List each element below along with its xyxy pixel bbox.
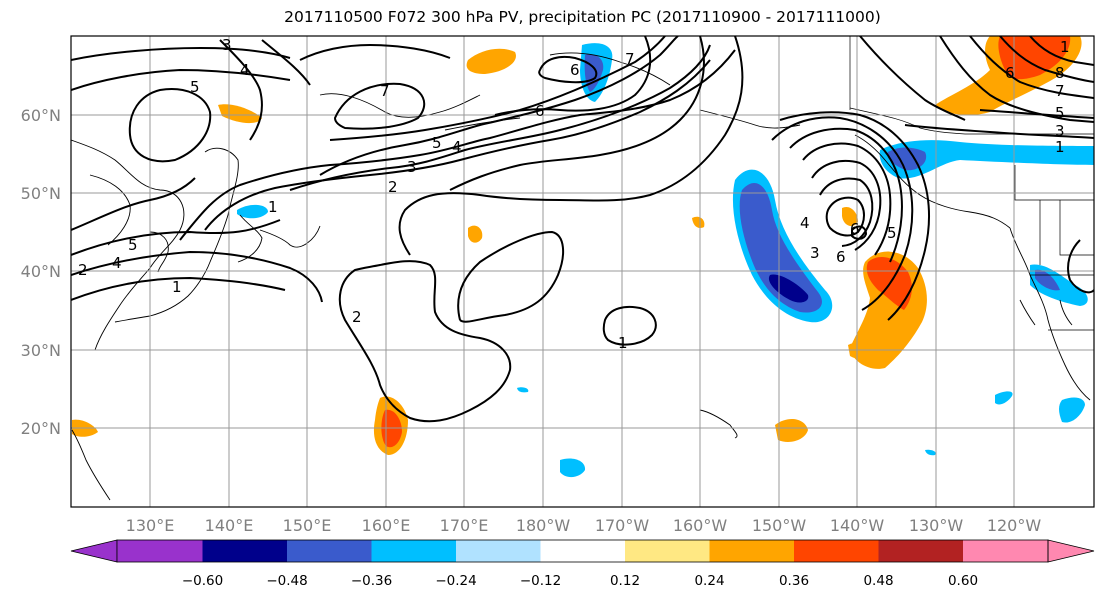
lon-label: 160°W [673, 516, 728, 535]
contour-label: 6 [850, 220, 860, 238]
lon-label: 180°W [516, 516, 571, 535]
colorbar-tick-label: 0.12 [610, 573, 640, 589]
longitude-labels: 130°E 140°E 150°E 160°E 170°E 180°W 170°… [126, 516, 1042, 535]
colorbar-segment [963, 540, 1048, 562]
colorbar-segment [202, 540, 287, 562]
contour-label: 1 [618, 334, 628, 352]
contour-label: 2 [388, 178, 398, 196]
colorbar-segment [371, 540, 456, 562]
country-borders [849, 36, 1094, 331]
colorbar-segment [117, 540, 203, 562]
lon-label: 140°E [205, 516, 254, 535]
precipitation-shading [72, 36, 1094, 478]
lat-label: 30°N [21, 341, 61, 360]
contour-label: 2 [78, 261, 88, 279]
contour-label: 3 [222, 36, 232, 54]
lon-label: 140°W [830, 516, 885, 535]
colorbar-tick-label: −0.24 [435, 573, 476, 589]
contour-label: 3 [1055, 122, 1065, 140]
colorbar-tick-label: −0.12 [520, 573, 561, 589]
contour-label: 5 [887, 224, 897, 242]
lon-label: 170°E [440, 516, 489, 535]
colorbar-tick-label: 0.24 [694, 573, 724, 589]
lon-label: 130°W [909, 516, 964, 535]
colorbar-segment [540, 540, 625, 562]
colorbar-segment [287, 540, 372, 562]
colorbar-tick-label: 0.36 [779, 573, 809, 589]
lat-label: 60°N [21, 106, 61, 125]
lat-label: 20°N [21, 419, 61, 438]
contour-label: 5 [190, 78, 200, 96]
contour-label: 5 [1055, 104, 1065, 122]
contour-label: 1 [268, 198, 278, 216]
contour-label: 6 [570, 61, 580, 79]
lon-label: 160°E [362, 516, 411, 535]
contour-label: 5 [432, 134, 442, 152]
lon-label: 170°W [595, 516, 650, 535]
contour-label: 5 [128, 236, 138, 254]
contour-label: 6 [1005, 64, 1015, 82]
colorbar-segment [456, 540, 541, 562]
colorbar-segment [709, 540, 794, 562]
colorbar-extend-high [1047, 539, 1095, 563]
contour-label: 7 [625, 50, 635, 68]
colorbar-outline [116, 539, 1049, 563]
graticule [71, 36, 1094, 507]
map-frame [70, 35, 1095, 508]
contour-label: 4 [240, 61, 250, 79]
colorbar: −0.60 −0.48 −0.36 −0.24 −0.12 0.12 0.24 … [70, 539, 1095, 589]
lon-label: 150°E [283, 516, 332, 535]
colorbar-tick-label: −0.36 [351, 573, 392, 589]
contour-label: 4 [112, 254, 122, 272]
contour-label: 1 [172, 278, 182, 296]
contour-label: 6 [836, 248, 846, 266]
contour-label: 6 [535, 102, 545, 120]
colorbar-segment [794, 540, 879, 562]
contour-label: 4 [452, 138, 462, 156]
colorbar-tick-label: 0.60 [948, 573, 978, 589]
contour-label: 2 [352, 308, 362, 326]
colorbar-tick-label: −0.60 [182, 573, 223, 589]
colorbar-tick-label: −0.48 [266, 573, 307, 589]
contour-label: 3 [810, 244, 820, 262]
contour-label: 3 [407, 158, 417, 176]
contour-label: 1 [1060, 38, 1070, 56]
contour-label: 8 [1055, 64, 1065, 82]
contour-labels: 3 4 5 7 6 7 5 4 3 2 1 6 5 4 2 1 4 3 6 6 … [78, 36, 1070, 352]
latitude-labels: 60°N 50°N 40°N 30°N 20°N [21, 106, 61, 438]
lon-label: 120°W [987, 516, 1042, 535]
colorbar-segment [625, 540, 710, 562]
colorbar-extend-low [70, 539, 118, 563]
pv-contours [71, 36, 1094, 423]
map-title: 2017110500 F072 300 hPa PV, precipitatio… [284, 8, 881, 26]
lon-label: 130°E [126, 516, 175, 535]
colorbar-segment [878, 540, 963, 562]
contour-label: 7 [1055, 82, 1065, 100]
colorbar-tick-label: 0.48 [863, 573, 893, 589]
contour-label: 7 [380, 82, 390, 100]
lat-label: 50°N [21, 184, 61, 203]
contour-label: 4 [800, 214, 810, 232]
lat-label: 40°N [21, 262, 61, 281]
contour-label: 1 [1055, 138, 1065, 156]
lon-label: 150°W [752, 516, 807, 535]
